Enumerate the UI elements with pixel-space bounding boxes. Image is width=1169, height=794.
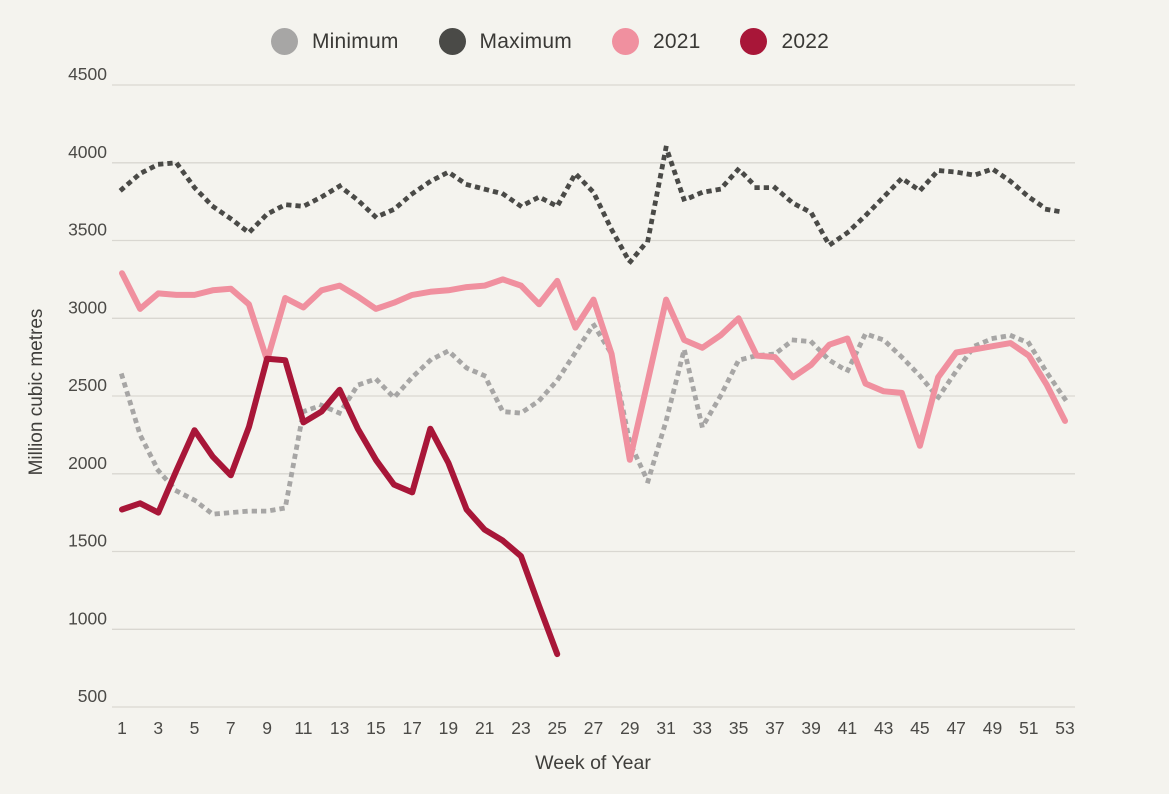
x-tick-label: 29 xyxy=(620,718,639,738)
x-tick-label: 15 xyxy=(366,718,385,738)
x-tick-label: 31 xyxy=(656,718,675,738)
series-line-2022 xyxy=(119,355,561,658)
x-tick-label: 17 xyxy=(402,718,421,738)
series-line-maximum xyxy=(118,144,1068,265)
y-tick-label: 2500 xyxy=(68,375,107,395)
x-tick-label: 1 xyxy=(117,718,127,738)
x-tick-label: 43 xyxy=(874,718,893,738)
legend-item-2021: 2021 xyxy=(611,28,701,55)
x-tick-label: 7 xyxy=(226,718,236,738)
y-tick-label: 2000 xyxy=(68,453,107,473)
x-tick-label: 45 xyxy=(910,718,929,738)
legend: Minimum Maximum 2021 2022 xyxy=(0,28,1100,55)
x-tick-label: 9 xyxy=(262,718,272,738)
legend-item-maximum: Maximum xyxy=(438,28,572,55)
x-tick-label: 25 xyxy=(547,718,566,738)
legend-item-minimum: Minimum xyxy=(270,28,399,55)
x-axis-title: Week of Year xyxy=(535,752,651,774)
x-tick-label: 53 xyxy=(1055,718,1074,738)
legend-dot-icon xyxy=(438,28,466,55)
legend-label: Minimum xyxy=(311,29,399,53)
y-tick-label: 1000 xyxy=(68,608,107,628)
y-tick-label: 1500 xyxy=(68,531,107,551)
x-tick-label: 47 xyxy=(946,718,965,738)
legend-dot-icon xyxy=(740,28,768,55)
x-tick-label: 21 xyxy=(475,718,494,738)
x-tick-label: 3 xyxy=(153,718,163,738)
series-line-2021 xyxy=(119,270,1068,463)
y-tick-label: 4500 xyxy=(68,64,107,84)
legend-label: Maximum xyxy=(479,29,572,53)
series-line-minimum xyxy=(119,322,1069,517)
x-tick-label: 19 xyxy=(439,718,458,738)
x-tick-label: 51 xyxy=(1019,718,1038,738)
y-tick-label: 3500 xyxy=(68,220,107,240)
legend-label: 2021 xyxy=(652,29,701,53)
x-tick-label: 39 xyxy=(801,718,820,738)
x-tick-label: 11 xyxy=(294,718,312,738)
legend-item-2022: 2022 xyxy=(740,28,829,55)
x-tick-label: 35 xyxy=(729,718,748,738)
x-tick-label: 41 xyxy=(838,718,857,738)
y-tick-label: 500 xyxy=(78,686,107,706)
x-tick-label: 37 xyxy=(765,718,784,738)
legend-dot-icon xyxy=(611,28,639,55)
x-tick-label: 5 xyxy=(190,718,200,738)
y-tick-label: 3000 xyxy=(68,297,107,317)
x-tick-label: 23 xyxy=(511,718,530,738)
legend-dot-icon xyxy=(270,28,298,55)
x-tick-label: 49 xyxy=(983,718,1002,738)
legend-label: 2022 xyxy=(781,29,830,53)
x-tick-label: 27 xyxy=(584,718,603,738)
x-tick-label: 13 xyxy=(330,718,349,738)
y-tick-label: 4000 xyxy=(68,142,107,162)
x-tick-label: 33 xyxy=(693,718,712,738)
